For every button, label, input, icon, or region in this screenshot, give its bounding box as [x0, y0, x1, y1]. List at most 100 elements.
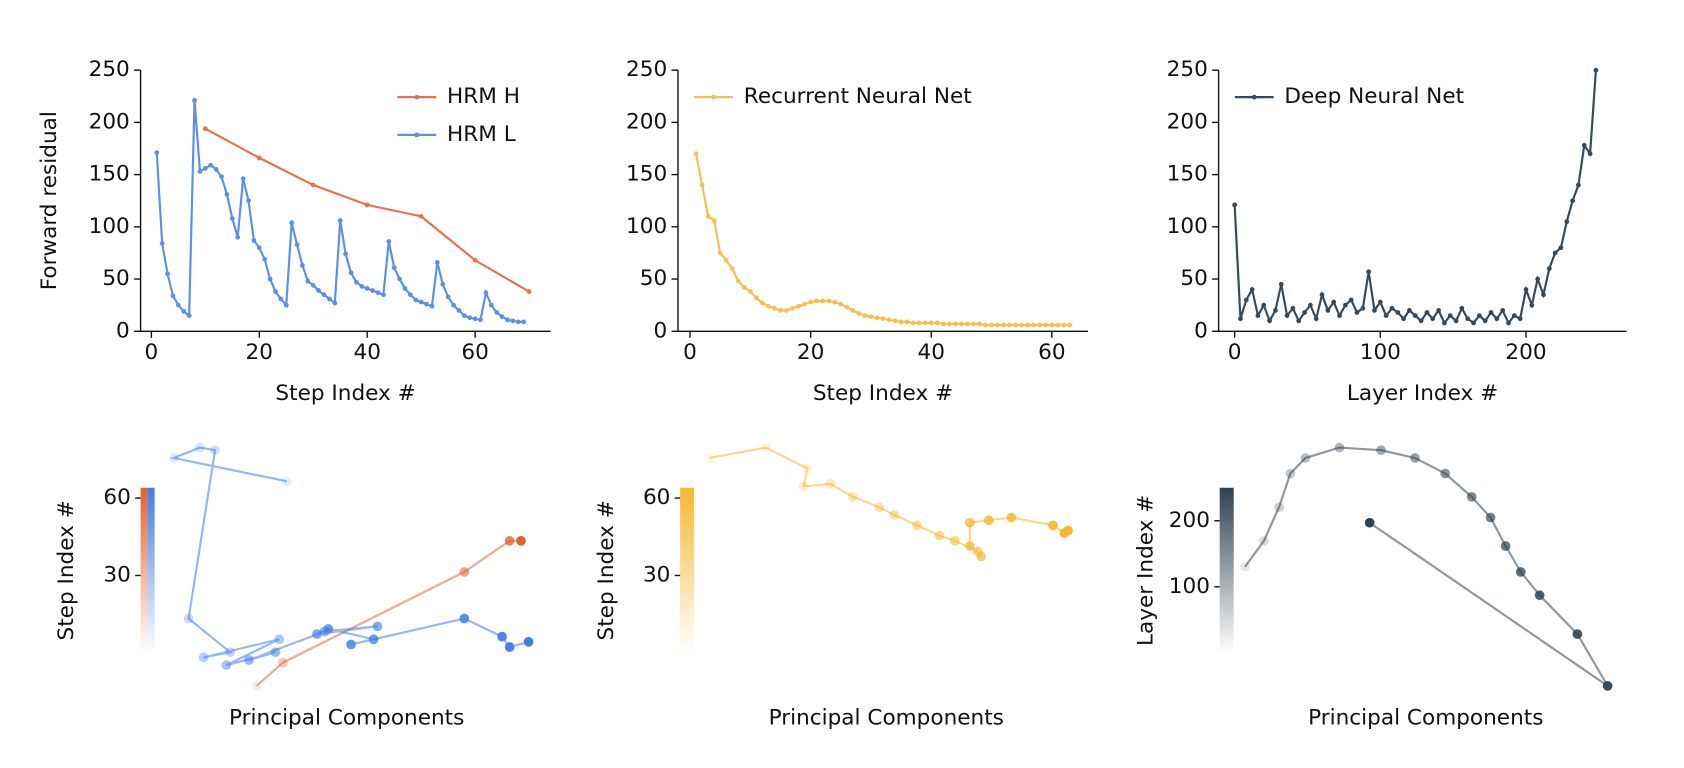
- colorbar-tick-label: 60: [103, 485, 130, 510]
- data-point: [814, 298, 820, 304]
- data-point: [922, 320, 928, 326]
- data-point: [440, 281, 446, 287]
- data-point: [1302, 310, 1307, 315]
- data-point: [289, 220, 295, 226]
- data-point: [741, 285, 747, 290]
- data-point: [1430, 316, 1436, 322]
- x-tick-label: 60: [1038, 340, 1065, 365]
- data-point: [989, 322, 994, 328]
- y-tick-label: 100: [1167, 214, 1208, 239]
- trajectory-point: [798, 481, 809, 492]
- trajectory-point: [323, 624, 334, 634]
- trajectory-point: [1259, 535, 1269, 546]
- data-point: [1546, 266, 1552, 271]
- data-point: [934, 320, 940, 326]
- trajectory-point: [278, 657, 288, 668]
- data-point: [1436, 308, 1441, 313]
- data-point: [1541, 292, 1546, 298]
- y-tick-label: 0: [653, 318, 667, 343]
- data-point: [418, 299, 424, 305]
- colorbar-tick-label: 30: [643, 562, 670, 587]
- series-line: [695, 153, 1070, 327]
- data-point: [916, 320, 922, 326]
- data-point: [256, 155, 262, 161]
- data-point: [1506, 320, 1511, 326]
- data-point: [826, 298, 832, 304]
- data-point: [159, 241, 165, 246]
- data-point: [240, 176, 246, 182]
- data-point: [1494, 316, 1500, 322]
- colorbar: [147, 487, 155, 653]
- data-point: [429, 303, 435, 309]
- trajectory-point: [847, 491, 858, 502]
- data-point: [472, 257, 478, 263]
- data-point: [1395, 310, 1401, 315]
- trajectory-point: [459, 613, 470, 624]
- data-point: [1581, 142, 1587, 148]
- data-point: [402, 286, 408, 291]
- trajectory-point: [221, 660, 232, 671]
- trajectory-point: [1534, 590, 1545, 601]
- data-point: [1465, 316, 1471, 322]
- data-point: [510, 318, 516, 324]
- colorbar: [140, 487, 148, 653]
- trajectory-point: [704, 453, 715, 463]
- data-point: [251, 238, 257, 243]
- data-point: [192, 98, 197, 103]
- data-point: [1308, 302, 1313, 308]
- trajectory-point: [912, 520, 922, 531]
- trajectory-point: [168, 453, 179, 463]
- data-point: [952, 321, 958, 327]
- data-point: [1372, 308, 1377, 313]
- y-tick-label: 0: [1194, 318, 1208, 343]
- data-point: [397, 276, 402, 282]
- data-point: [1337, 313, 1342, 318]
- data-point: [1564, 219, 1570, 224]
- trajectory-point: [504, 642, 515, 652]
- data-point: [784, 308, 789, 313]
- data-point: [1576, 182, 1581, 188]
- data-point: [1255, 313, 1261, 318]
- legend-marker: [711, 94, 716, 100]
- x-axis-label: Principal Components: [1308, 706, 1543, 731]
- legend-marker: [414, 132, 420, 138]
- data-point: [1273, 308, 1278, 313]
- data-point: [1325, 308, 1331, 313]
- y-tick-label: 50: [1180, 266, 1207, 291]
- data-point: [391, 265, 397, 270]
- x-tick-label: 100: [1360, 340, 1401, 365]
- data-point: [886, 317, 892, 323]
- x-axis-label: Layer Index #: [1347, 381, 1498, 406]
- data-point: [808, 299, 814, 305]
- data-point: [461, 313, 467, 318]
- y-tick-label: 150: [626, 162, 667, 187]
- trajectory-point: [949, 535, 960, 546]
- trajectory-point: [1300, 453, 1311, 463]
- data-point: [278, 296, 284, 302]
- data-point: [802, 301, 807, 307]
- colorbar-tick-label: 100: [1169, 574, 1210, 599]
- trajectory-line: [169, 446, 529, 667]
- data-point: [1055, 322, 1061, 328]
- x-tick-label: 0: [683, 340, 697, 365]
- data-point: [213, 167, 219, 172]
- data-point: [364, 202, 370, 208]
- trajectory-point: [281, 476, 292, 487]
- data-point: [1401, 316, 1406, 322]
- data-point: [1447, 313, 1453, 318]
- data-point: [1001, 322, 1006, 328]
- trajectory-point: [1410, 453, 1420, 463]
- data-point: [386, 239, 392, 244]
- data-point: [946, 321, 952, 327]
- y-tick-label: 100: [89, 214, 130, 239]
- data-point: [165, 271, 170, 277]
- data-point: [910, 320, 916, 326]
- data-point: [747, 289, 753, 294]
- data-point: [246, 198, 251, 204]
- data-point: [1342, 302, 1348, 308]
- series-line: [204, 127, 530, 293]
- trajectory-point: [270, 647, 281, 658]
- data-point: [1360, 305, 1366, 311]
- legend-label: Recurrent Neural Net: [744, 84, 972, 109]
- colorbar: [680, 487, 695, 653]
